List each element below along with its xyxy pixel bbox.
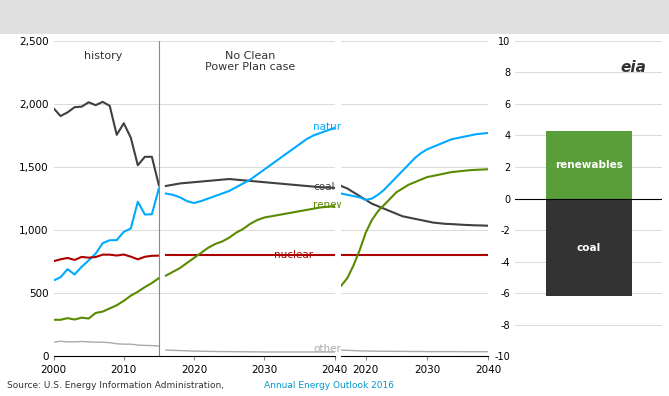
Text: natural gas: natural gas <box>314 122 373 131</box>
Bar <box>546 131 632 199</box>
Text: U.S. net electricity generation by fuel (2000-2040): U.S. net electricity generation by fuel … <box>20 0 375 6</box>
Text: renewables: renewables <box>555 160 623 169</box>
Text: billion kilowatthours: billion kilowatthours <box>20 20 126 30</box>
FancyBboxPatch shape <box>0 0 120 34</box>
Text: history: history <box>84 51 122 61</box>
FancyBboxPatch shape <box>227 0 468 34</box>
FancyBboxPatch shape <box>120 0 227 34</box>
FancyBboxPatch shape <box>468 0 615 34</box>
Bar <box>546 199 632 297</box>
Text: coal: coal <box>577 242 601 253</box>
Text: Source: U.S. Energy Information Administration,: Source: U.S. Energy Information Administ… <box>7 381 227 390</box>
Text: trillion kilowatthours: trillion kilowatthours <box>539 21 639 31</box>
Text: Interregional Trading case: Interregional Trading case <box>276 12 420 22</box>
Text: eia: eia <box>620 60 646 75</box>
Text: coal: coal <box>314 182 335 192</box>
Text: Extended case: Extended case <box>501 12 583 22</box>
Text: Clean Power Plan
Rate case: Clean Power Plan Rate case <box>367 7 463 28</box>
Text: nuclear: nuclear <box>274 250 314 261</box>
Text: other: other <box>314 344 341 354</box>
Text: Annual Energy Outlook 2016: Annual Energy Outlook 2016 <box>264 381 394 390</box>
Text: renewables: renewables <box>314 200 373 210</box>
Text: No Clean
Power Plan case: No Clean Power Plan case <box>205 51 295 72</box>
Text: Rate case: Rate case <box>147 12 201 22</box>
Text: Reference case: Reference case <box>17 12 103 22</box>
